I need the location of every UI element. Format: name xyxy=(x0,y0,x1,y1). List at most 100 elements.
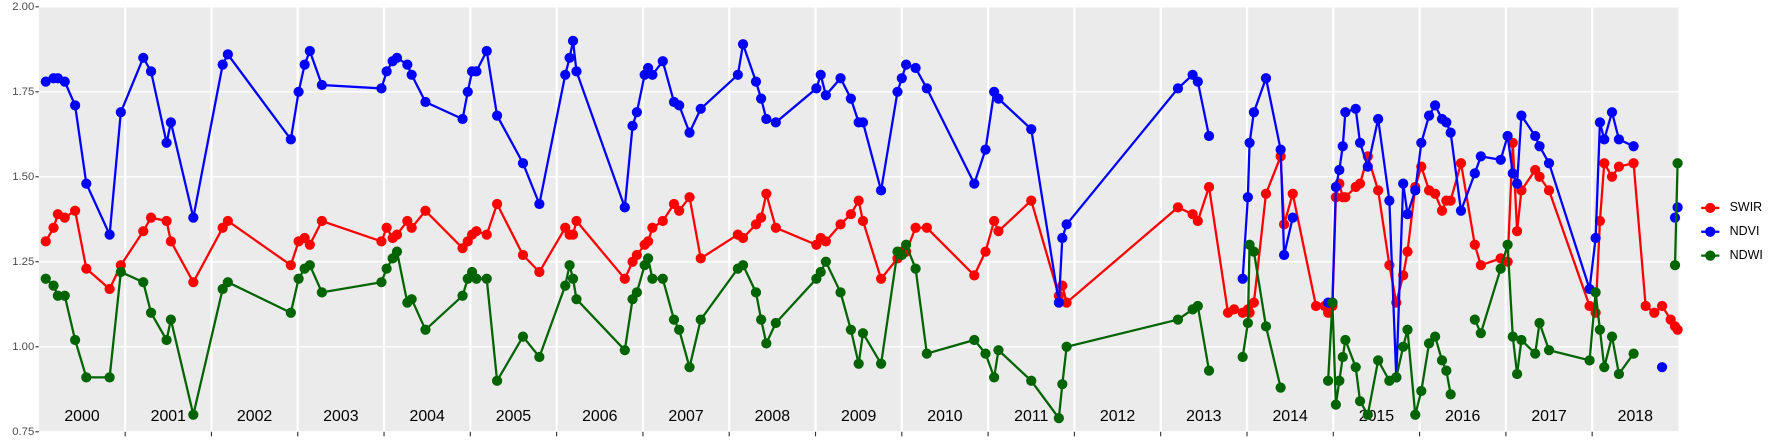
point xyxy=(69,334,81,346)
x-tick-label: 2007 xyxy=(668,408,704,425)
point xyxy=(750,287,762,298)
point xyxy=(750,76,762,87)
point xyxy=(1436,355,1448,366)
point xyxy=(104,372,115,383)
point xyxy=(1334,164,1345,176)
point xyxy=(761,188,772,199)
point xyxy=(657,56,668,67)
x-tick-label: 2003 xyxy=(323,408,359,425)
point xyxy=(1416,385,1427,397)
legend-swatch xyxy=(1705,250,1716,261)
point xyxy=(481,229,492,240)
point xyxy=(631,107,642,118)
point xyxy=(471,273,482,284)
point xyxy=(845,324,857,335)
point xyxy=(1656,300,1668,312)
point xyxy=(1530,130,1541,142)
point xyxy=(969,334,980,346)
point xyxy=(896,73,907,84)
point xyxy=(1584,355,1595,366)
point xyxy=(165,236,177,247)
point xyxy=(732,69,743,80)
point xyxy=(1337,141,1348,152)
point xyxy=(1534,317,1545,329)
x-tick-label: 2004 xyxy=(410,408,446,425)
point xyxy=(567,273,579,284)
point xyxy=(217,59,228,70)
point xyxy=(299,59,310,70)
point xyxy=(1061,297,1072,308)
point xyxy=(517,158,529,169)
point xyxy=(674,205,685,216)
point xyxy=(1061,219,1072,230)
point xyxy=(1502,130,1513,142)
point xyxy=(1436,205,1448,216)
point xyxy=(1192,215,1203,227)
point xyxy=(1260,321,1272,332)
point xyxy=(481,273,492,284)
point xyxy=(1640,300,1651,312)
y-tick-label: 1.75 xyxy=(12,86,34,98)
point xyxy=(534,351,545,363)
point xyxy=(921,348,932,359)
point xyxy=(835,219,846,230)
point xyxy=(989,372,1000,383)
point xyxy=(1402,246,1413,257)
point xyxy=(1322,375,1334,386)
point xyxy=(1402,209,1413,220)
point xyxy=(631,249,642,261)
point xyxy=(1192,76,1203,87)
point xyxy=(285,307,296,318)
point xyxy=(1599,158,1610,169)
point xyxy=(1534,141,1545,152)
point xyxy=(304,260,315,271)
point xyxy=(1441,117,1452,128)
point xyxy=(1275,382,1286,393)
point xyxy=(1445,389,1456,400)
point xyxy=(567,35,579,46)
point xyxy=(1053,413,1064,424)
point xyxy=(59,76,70,87)
point xyxy=(1511,178,1523,189)
legend-swatch xyxy=(1705,226,1716,237)
point xyxy=(1244,307,1255,318)
point xyxy=(1278,249,1290,261)
point xyxy=(631,287,642,298)
point xyxy=(1203,181,1215,193)
point xyxy=(857,215,869,227)
point xyxy=(1534,171,1545,182)
point xyxy=(1248,246,1260,257)
point xyxy=(853,195,864,206)
point xyxy=(1516,334,1527,346)
point xyxy=(1244,137,1255,148)
point xyxy=(188,277,199,288)
point xyxy=(1469,168,1480,179)
point xyxy=(756,314,767,325)
x-tick-label: 2006 xyxy=(582,408,618,425)
y-tick-label: 1.00 xyxy=(12,341,34,353)
point xyxy=(402,59,413,70)
point xyxy=(1475,151,1486,162)
point xyxy=(59,212,70,223)
point xyxy=(161,334,172,346)
point xyxy=(115,107,126,118)
point xyxy=(188,409,199,420)
point xyxy=(1613,161,1625,172)
point xyxy=(815,266,826,278)
point xyxy=(1337,351,1348,363)
point xyxy=(1606,107,1618,118)
point xyxy=(1354,178,1366,189)
point xyxy=(845,209,857,220)
point xyxy=(1590,287,1601,298)
point xyxy=(910,62,921,74)
point xyxy=(1237,273,1248,284)
point xyxy=(1398,341,1409,352)
y-tick-label: 1.25 xyxy=(12,256,34,268)
point xyxy=(1584,300,1595,312)
point xyxy=(491,198,503,210)
point xyxy=(770,317,781,329)
point xyxy=(845,93,857,104)
point xyxy=(1455,158,1467,169)
point xyxy=(857,117,869,128)
legend: SWIR NDVI NDWI xyxy=(1701,200,1763,262)
